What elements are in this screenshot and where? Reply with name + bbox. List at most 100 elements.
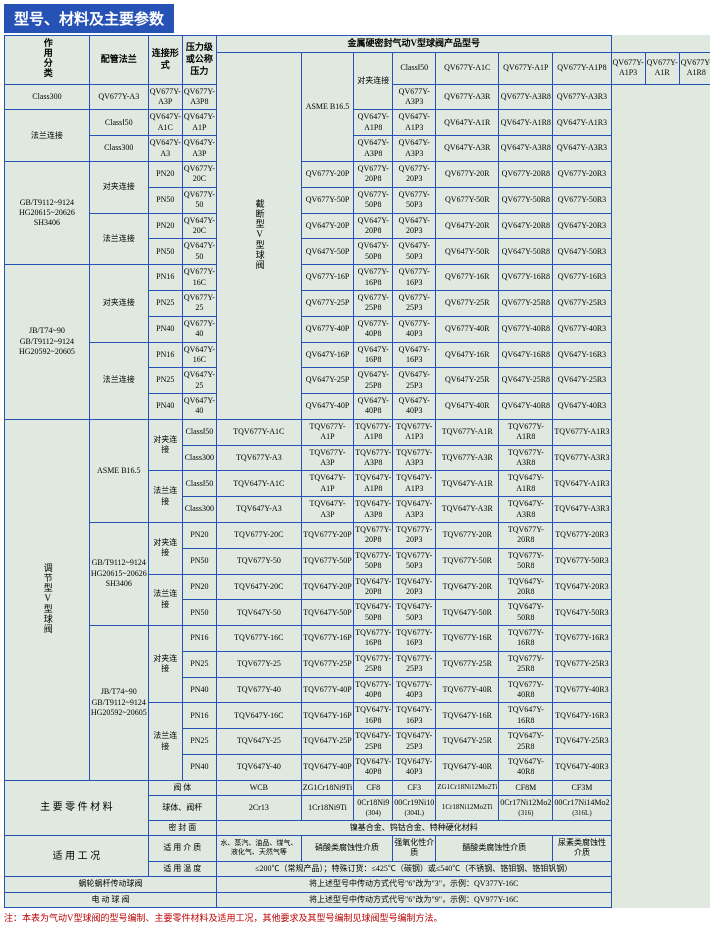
model: QV647Y-A1R: [436, 110, 499, 136]
model: QV677Y-16P8: [354, 265, 393, 291]
model: TQV677Y-16R3: [553, 626, 611, 652]
model: TQV677Y-20R: [436, 522, 499, 548]
press: PN16: [148, 265, 182, 291]
conn-fl: 法兰连接: [89, 342, 148, 419]
model: QV677Y-50P3: [393, 187, 436, 213]
conn-fl: 法兰连接: [148, 703, 182, 780]
model: QV677Y-16P: [301, 265, 354, 291]
model: QV677Y-50R: [436, 187, 499, 213]
model: TQV677Y-A1P: [301, 419, 354, 445]
conn-fl: 法兰连接: [89, 213, 148, 265]
model: TQV677Y-50P3: [393, 548, 436, 574]
mat: 00Cr19Ni10(304L): [393, 796, 436, 820]
model: QV677Y-25R: [436, 290, 499, 316]
conn-fl: 法兰连接: [148, 471, 182, 523]
worm-lbl: 蜗轮蜗杆传动球阀: [5, 877, 217, 892]
model: QV677Y-A1P3: [611, 52, 645, 84]
model: TQV647Y-A1C: [216, 471, 301, 497]
press: PN25: [182, 729, 216, 755]
model: TQV677Y-A3P8: [354, 445, 393, 471]
model: QV677Y-A3R: [436, 84, 499, 110]
model: QV647Y-25: [182, 368, 216, 394]
model: TQV647Y-40R: [436, 755, 499, 781]
media: 水、蒸汽、油品、煤气、液化气、天然气等: [216, 836, 301, 862]
press: PN16: [182, 626, 216, 652]
model: QV647Y-16R8: [499, 342, 553, 368]
press: PN20: [148, 162, 182, 188]
mat: WCB: [216, 780, 301, 795]
model: TQV677Y-A3P3: [393, 445, 436, 471]
press: PN20: [182, 574, 216, 600]
model: TQV677Y-40P8: [354, 677, 393, 703]
press: PN50: [148, 239, 182, 265]
model: TQV677Y-50R: [436, 548, 499, 574]
model: TQV647Y-A3P: [301, 497, 354, 523]
body-lbl: 阀 体: [148, 780, 216, 795]
model: TQV677Y-16R8: [499, 626, 553, 652]
model: QV647Y-20P: [301, 213, 354, 239]
model: QV647Y-50P3: [393, 239, 436, 265]
model: TQV647Y-A1R8: [499, 471, 553, 497]
model: QV647Y-25P3: [393, 368, 436, 394]
model: QV677Y-16C: [182, 265, 216, 291]
flange-asme: ASME B16.5: [301, 52, 354, 161]
model: QV677Y-25: [182, 290, 216, 316]
model: TQV647Y-16R3: [553, 703, 611, 729]
model: QV677Y-50R8: [499, 187, 553, 213]
hdr-flange: 配管法兰: [89, 36, 148, 85]
elec-txt: 将上述型号中传动方式代号"6"改为"9"，示例：QV977Y-16C: [216, 892, 611, 907]
press: PN40: [148, 316, 182, 342]
model: QV647Y-A1P3: [393, 110, 436, 136]
medium-lbl: 适 用 介 质: [148, 836, 216, 862]
model: TQV647Y-16R8: [499, 703, 553, 729]
model: TQV677Y-40: [216, 677, 301, 703]
model: TQV677Y-50P: [301, 548, 354, 574]
flange-gb: GB/T9112~9124 HG20615~20626 SH3406: [89, 522, 148, 625]
page-title: 型号、材料及主要参数: [4, 4, 174, 33]
model: QV677Y-A3R3: [553, 84, 611, 110]
model: QV677Y-40P8: [354, 316, 393, 342]
model: QV677Y-20R: [436, 162, 499, 188]
model: TQV647Y-50: [216, 600, 301, 626]
model: TQV677Y-40P3: [393, 677, 436, 703]
press: Class300: [182, 445, 216, 471]
press: PN25: [148, 368, 182, 394]
model: TQV647Y-A3P8: [354, 497, 393, 523]
press: PN25: [148, 290, 182, 316]
model: TQV647Y-50R8: [499, 600, 553, 626]
mat: CF3M: [553, 780, 611, 795]
model: QV677Y-40R: [436, 316, 499, 342]
model: QV647Y-25R8: [499, 368, 553, 394]
model: QV677Y-A1R8: [679, 52, 710, 84]
model: QV647Y-20P8: [354, 213, 393, 239]
model: TQV647Y-40R3: [553, 755, 611, 781]
press: PN16: [182, 703, 216, 729]
elec-lbl: 电 动 球 阀: [5, 892, 217, 907]
model: TQV677Y-20P: [301, 522, 354, 548]
model: QV677Y-50R3: [553, 187, 611, 213]
model: QV677Y-40P: [301, 316, 354, 342]
model: TQV647Y-25P3: [393, 729, 436, 755]
model: TQV647Y-25: [216, 729, 301, 755]
model: TQV677Y-40R: [436, 677, 499, 703]
conn-dj: 对夹连接: [148, 522, 182, 574]
flange-gb: GB/T9112~9124 HG20615~20626 SH3406: [5, 162, 90, 265]
press: PN16: [148, 342, 182, 368]
press: Class300: [5, 84, 90, 110]
model: TQV647Y-50R: [436, 600, 499, 626]
conn-fl: 法兰连接: [5, 110, 90, 162]
model: TQV677Y-20C: [216, 522, 301, 548]
conn-dj: 对夹连接: [354, 52, 393, 110]
conn-dj: 对夹连接: [148, 626, 182, 703]
press: ClassⅠ50: [393, 52, 436, 84]
press: PN20: [148, 213, 182, 239]
mat: CF3: [393, 780, 436, 795]
model: QV647Y-25R3: [553, 368, 611, 394]
temp-lbl: 适 用 温 度: [148, 861, 216, 876]
cat1: 截断型V型球阀: [216, 52, 301, 419]
model: TQV677Y-A3: [216, 445, 301, 471]
model: QV647Y-A3P3: [393, 136, 436, 162]
model: QV677Y-A3R8: [499, 84, 553, 110]
model: TQV677Y-25: [216, 651, 301, 677]
model: QV677Y-25R3: [553, 290, 611, 316]
